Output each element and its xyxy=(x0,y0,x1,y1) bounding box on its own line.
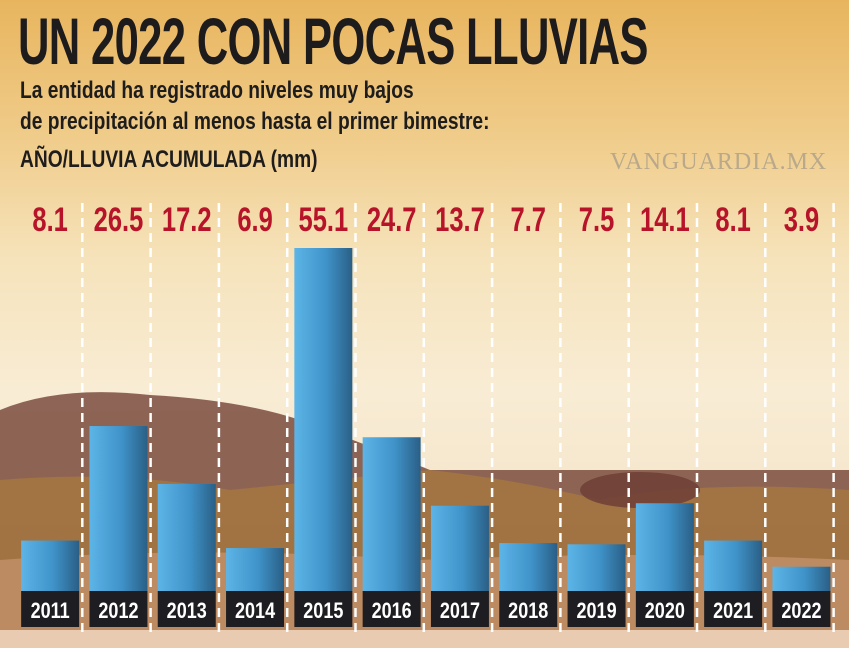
bar-2011 xyxy=(21,540,80,591)
year-label: 2022 xyxy=(781,599,821,623)
year-label-bg-2014 xyxy=(226,591,285,627)
bar-2015 xyxy=(294,248,353,591)
value-label: 26.5 xyxy=(94,202,144,239)
unit-label: AÑO/LLUVIA ACUMULADA (mm) xyxy=(20,146,318,173)
year-label: 2021 xyxy=(713,599,753,623)
year-label: 2017 xyxy=(440,599,480,623)
subtitle-line-2: de precipitación al menos hasta el prime… xyxy=(20,108,490,135)
bar-2012 xyxy=(89,426,148,591)
bar-2019 xyxy=(567,544,626,591)
value-label: 14.1 xyxy=(640,202,690,239)
bar-2013 xyxy=(157,483,216,591)
year-label: 2014 xyxy=(235,599,276,623)
year-label: 2011 xyxy=(31,599,70,623)
value-label: 3.9 xyxy=(784,202,819,239)
year-label-bg-2020 xyxy=(635,591,694,627)
value-label: 7.7 xyxy=(511,202,546,239)
year-label-bg-2015 xyxy=(294,591,353,627)
bar-2022 xyxy=(772,566,831,591)
value-label: 17.2 xyxy=(162,202,212,239)
bar-2021 xyxy=(704,540,763,591)
value-label: 24.7 xyxy=(367,202,417,239)
year-label-bg-2018 xyxy=(499,591,558,627)
year-label: 2018 xyxy=(508,599,548,623)
subtitle-line-1: La entidad ha registrado niveles muy baj… xyxy=(20,77,414,104)
year-label-bg-2011 xyxy=(21,591,80,627)
year-label-bg-2022 xyxy=(772,591,831,627)
value-label: 6.9 xyxy=(237,202,272,239)
value-label: 7.5 xyxy=(579,202,614,239)
chart-title: UN 2022 CON POCAS LLUVIAS xyxy=(18,4,648,78)
year-label-bg-2019 xyxy=(567,591,626,627)
value-label: 8.1 xyxy=(715,202,750,239)
value-label: 55.1 xyxy=(299,202,349,239)
bar-2017 xyxy=(430,505,489,591)
year-label-bg-2012 xyxy=(89,591,148,627)
value-label: 8.1 xyxy=(32,202,67,239)
year-label: 2016 xyxy=(372,599,412,623)
year-label: 2019 xyxy=(576,599,616,623)
year-label: 2013 xyxy=(167,599,207,623)
bar-2018 xyxy=(499,543,558,591)
year-label-bg-2017 xyxy=(430,591,489,627)
watermark: VANGUARDIA.MX xyxy=(610,149,828,175)
year-label-bg-2013 xyxy=(157,591,216,627)
bar-2014 xyxy=(226,548,285,591)
year-label: 2012 xyxy=(98,599,138,623)
year-label: 2015 xyxy=(303,599,343,623)
bar-2020 xyxy=(635,503,694,591)
year-label-bg-2016 xyxy=(362,591,421,627)
year-label: 2020 xyxy=(645,599,685,623)
year-label-bg-2021 xyxy=(704,591,763,627)
bar-2016 xyxy=(362,437,421,591)
value-label: 13.7 xyxy=(435,202,485,239)
